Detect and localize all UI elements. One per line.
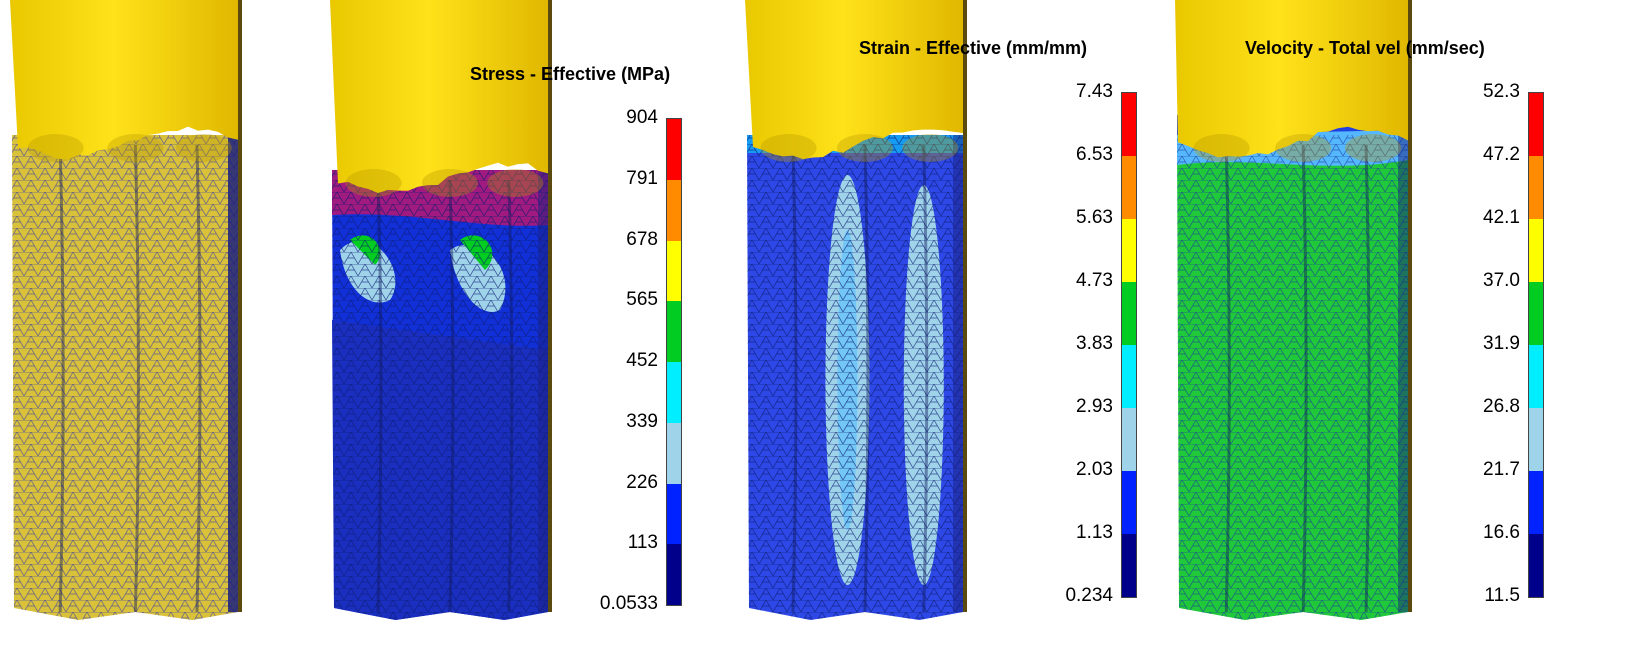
velocity-colorbar-title: Velocity - Total vel (mm/sec) (1245, 38, 1485, 58)
velocity-panel: Velocity - Total vel (mm/sec) 52.3 47.2 42… (1175, 0, 1645, 630)
colorbar-segment (667, 483, 681, 545)
colorbar-tick-label: 52.3 (1483, 81, 1520, 102)
stress-panel: Stress - Effective (MPa) 904 791 678 565 452… (330, 0, 730, 630)
strain-colorbar (1121, 92, 1137, 598)
colorbar-segment (1122, 408, 1136, 471)
colorbar-segment (667, 422, 681, 484)
colorbar-segment (667, 362, 681, 423)
colorbar-segment (1122, 93, 1136, 156)
colorbar-segment (1529, 408, 1543, 471)
colorbar-tick-label: 31.9 (1483, 333, 1520, 354)
colorbar-segment (667, 240, 681, 302)
tool-cylinder (745, 0, 963, 160)
tool-cylinder (330, 0, 548, 193)
stress-colorbar (666, 118, 682, 606)
colorbar-segment (1122, 534, 1136, 597)
colorbar-segment (1529, 219, 1543, 282)
colorbar-tick-label: 16.6 (1483, 522, 1520, 543)
colorbar-tick-label: 4.73 (1076, 270, 1113, 291)
colorbar-tick-label: 339 (626, 410, 658, 432)
colorbar-tick-label: 11.5 (1484, 585, 1520, 606)
colorbar-segment (1529, 345, 1543, 408)
strain-panel: Strain - Effective (mm/mm) 7.43 6.53 5.63 4… (745, 0, 1145, 630)
colorbar-segment (1122, 345, 1136, 408)
colorbar-segment (1529, 282, 1543, 345)
colorbar-segment (1122, 219, 1136, 282)
colorbar-segment (1122, 282, 1136, 345)
colorbar-segment (1529, 471, 1543, 534)
colorbar-tick-label: 678 (626, 228, 658, 250)
colorbar-segment (667, 544, 681, 605)
colorbar-tick-label: 5.63 (1076, 207, 1113, 228)
colorbar-segment (667, 179, 681, 241)
colorbar-tick-label: 904 (626, 107, 658, 128)
colorbar-segment (1122, 471, 1136, 534)
colorbar-tick-label: 3.83 (1076, 333, 1113, 354)
strain-contour-model (745, 0, 967, 620)
colorbar-segment (667, 301, 681, 362)
colorbar-tick-label: 565 (626, 289, 658, 311)
tool-cylinder (10, 0, 238, 160)
mesh-panel (10, 0, 250, 630)
colorbar-tick-label: 2.03 (1076, 459, 1113, 480)
colorbar-tick-label: 7.43 (1076, 81, 1113, 102)
velocity-contour-model (1175, 0, 1412, 620)
colorbar-tick-label: 113 (627, 532, 658, 554)
colorbar-tick-label: 21.7 (1483, 459, 1520, 480)
colorbar-tick-label: 226 (626, 471, 658, 493)
colorbar-tick-label: 6.53 (1076, 144, 1113, 165)
strain-colorbar-title: Strain - Effective (mm/mm) (859, 38, 1088, 58)
colorbar-tick-label: 26.8 (1483, 396, 1520, 417)
colorbar-segment (1122, 156, 1136, 219)
colorbar-segment (1529, 93, 1543, 156)
colorbar-tick-label: 791 (626, 167, 658, 189)
colorbar-tick-label: 42.1 (1483, 207, 1520, 228)
colorbar-segment (667, 119, 681, 180)
velocity-colorbar (1528, 92, 1544, 598)
colorbar-tick-label: 0.234 (1065, 585, 1113, 606)
colorbar-tick-label: 452 (626, 350, 658, 371)
colorbar-tick-label: 37.0 (1483, 270, 1520, 291)
colorbar-segment (1529, 534, 1543, 597)
colorbar-segment (1529, 156, 1543, 219)
colorbar-tick-label: 47.2 (1483, 144, 1520, 165)
tool-mesh-model (10, 0, 242, 620)
stress-colorbar-title: Stress - Effective (MPa) (470, 64, 671, 84)
tool-cylinder (1175, 0, 1408, 158)
colorbar-tick-label: 2.93 (1076, 396, 1113, 417)
colorbar-tick-label: 1.13 (1076, 522, 1113, 543)
colorbar-tick-label: 0.0533 (599, 593, 658, 614)
stress-contour-model (330, 0, 552, 620)
